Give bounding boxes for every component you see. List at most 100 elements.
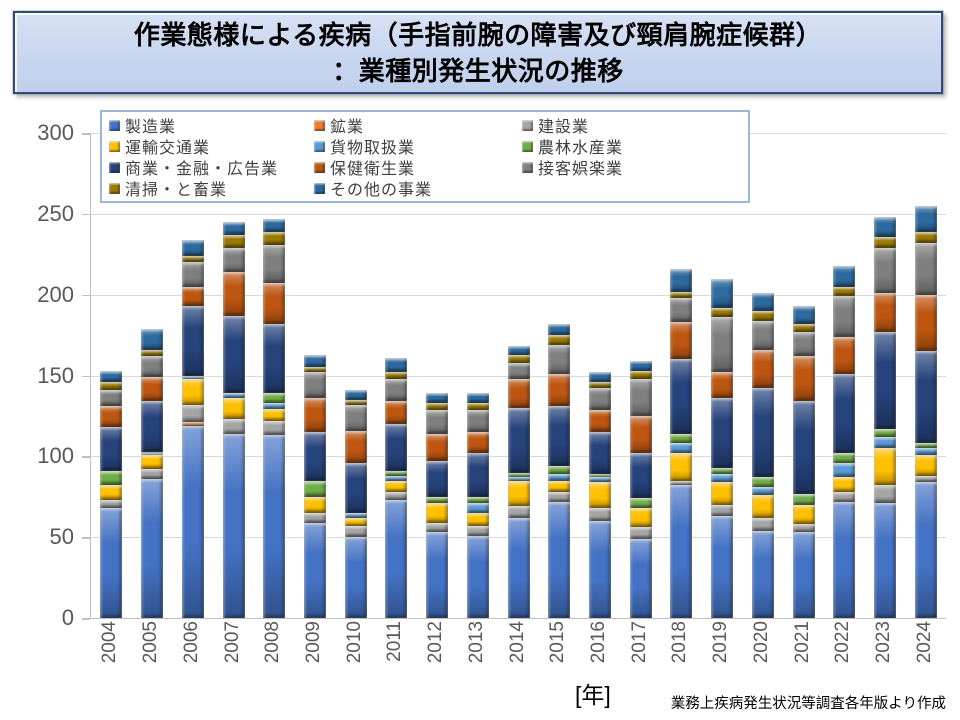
bar-2009-segment-清掃・と畜業 bbox=[303, 367, 326, 373]
bar-2023-segment-運輸交通業 bbox=[873, 448, 896, 486]
x-tick-label-2006: 2006 bbox=[180, 621, 202, 664]
bar-2024-segment-清掃・と畜業 bbox=[914, 231, 937, 243]
legend-item-鉱業: 鉱業 bbox=[314, 115, 522, 136]
legend-marker-icon bbox=[314, 119, 325, 131]
legend: 製造業 鉱業 建設業 運輸交通業 貨物取扱業 農林水産業 商業・金融・広告業 保健衛生業 接客娯… bbox=[100, 110, 750, 203]
legend-label: その他の事業 bbox=[330, 182, 433, 199]
plot-area bbox=[90, 133, 946, 619]
bar-2017-segment-清掃・と畜業 bbox=[629, 370, 652, 379]
bar-2010-segment-運輸交通業 bbox=[344, 517, 367, 526]
bar-2008-segment-運輸交通業 bbox=[263, 409, 286, 421]
legend-marker-icon bbox=[522, 161, 533, 173]
x-tick-label-2014: 2014 bbox=[506, 621, 528, 664]
bar-2010-segment-建設業 bbox=[344, 525, 367, 538]
legend-label: 貨物取扱業 bbox=[330, 140, 416, 157]
bar-2023 bbox=[873, 217, 896, 618]
legend-item-貨物取扱業: 貨物取扱業 bbox=[314, 136, 522, 157]
bar-2008-segment-商業・金融・広告業 bbox=[263, 323, 286, 394]
bar-2018-segment-接客娯楽業 bbox=[670, 297, 693, 323]
x-tick-label-2022: 2022 bbox=[832, 621, 854, 664]
x-tick-label-2018: 2018 bbox=[669, 621, 691, 664]
legend-marker-icon bbox=[109, 119, 120, 131]
bar-2014-segment-農林水産業 bbox=[507, 472, 530, 478]
bar-2024-segment-その他の事業 bbox=[914, 205, 937, 232]
bar-2011-segment-運輸交通業 bbox=[385, 480, 408, 492]
bar-2012-segment-運輸交通業 bbox=[426, 503, 449, 523]
bar-2016 bbox=[588, 372, 611, 618]
bar-2016-segment-商業・金融・広告業 bbox=[588, 432, 611, 475]
legend-label: 農林水産業 bbox=[538, 140, 624, 157]
bar-2016-segment-製造業 bbox=[588, 521, 611, 618]
bar-2005-segment-清掃・と畜業 bbox=[141, 349, 164, 357]
bar-2006-segment-建設業 bbox=[181, 404, 204, 423]
bar-2016-segment-運輸交通業 bbox=[588, 482, 611, 509]
bar-2013 bbox=[466, 393, 489, 618]
legend-label: 商業・金融・広告業 bbox=[125, 161, 279, 178]
bar-2009-segment-農林水産業 bbox=[303, 480, 326, 497]
bar-2006-segment-鉱業 bbox=[181, 422, 204, 426]
bar-2019-segment-その他の事業 bbox=[711, 278, 734, 308]
bar-2019-segment-清掃・と畜業 bbox=[711, 307, 734, 318]
bar-2011-segment-製造業 bbox=[385, 499, 408, 618]
y-tick-mark-0 bbox=[82, 618, 90, 620]
bar-2022-segment-貨物取扱業 bbox=[833, 462, 856, 478]
bar-2009-segment-商業・金融・広告業 bbox=[303, 432, 326, 481]
legend-label: 保健衛生業 bbox=[330, 161, 416, 178]
bar-2013-segment-商業・金融・広告業 bbox=[466, 453, 489, 497]
bar-2009-segment-保健衛生業 bbox=[303, 398, 326, 433]
bar-2008-segment-保健衛生業 bbox=[263, 283, 286, 324]
bar-2022-segment-接客娯楽業 bbox=[833, 296, 856, 337]
y-tick-mark-250 bbox=[82, 213, 90, 216]
bar-2018-segment-保健衛生業 bbox=[670, 322, 693, 360]
x-tick-label-2021: 2021 bbox=[791, 621, 813, 664]
bar-2016-segment-清掃・と畜業 bbox=[588, 382, 611, 389]
x-tick-label-2004: 2004 bbox=[99, 621, 121, 664]
bar-2016-segment-建設業 bbox=[588, 508, 611, 521]
bar-2012-segment-保健衛生業 bbox=[426, 433, 449, 462]
bar-2007-segment-製造業 bbox=[222, 433, 245, 618]
gridline-200 bbox=[91, 294, 946, 296]
legend-marker-icon bbox=[522, 119, 533, 131]
bar-2024-segment-貨物取扱業 bbox=[914, 448, 937, 455]
bar-2013-segment-農林水産業 bbox=[466, 496, 489, 504]
bar-2013-segment-貨物取扱業 bbox=[466, 503, 489, 513]
bar-2014-segment-清掃・と畜業 bbox=[507, 354, 530, 363]
bar-2013-segment-清掃・と畜業 bbox=[466, 403, 489, 410]
x-tick-label-2024: 2024 bbox=[913, 621, 935, 664]
bar-2013-segment-製造業 bbox=[466, 535, 489, 618]
bar-2011-segment-その他の事業 bbox=[385, 357, 408, 373]
bar-2006-segment-運輸交通業 bbox=[181, 378, 204, 405]
bar-2020-segment-清掃・と畜業 bbox=[751, 310, 774, 321]
bar-2019-segment-運輸交通業 bbox=[711, 482, 734, 505]
x-tick-label-2017: 2017 bbox=[628, 621, 650, 664]
bar-2013-segment-保健衛生業 bbox=[466, 432, 489, 454]
bar-2018-segment-清掃・と畜業 bbox=[670, 291, 693, 298]
bar-2004-segment-製造業 bbox=[100, 508, 123, 618]
legend-label: 運輸交通業 bbox=[125, 140, 211, 157]
bar-2024-segment-商業・金融・広告業 bbox=[914, 351, 937, 444]
bar-2023-segment-保健衛生業 bbox=[873, 293, 896, 332]
y-tick-label-50: 50 bbox=[49, 524, 74, 550]
bar-2011-segment-商業・金融・広告業 bbox=[385, 424, 408, 471]
bar-2021-segment-その他の事業 bbox=[792, 306, 815, 324]
bar-2011-segment-接客娯楽業 bbox=[385, 378, 408, 402]
bar-2015-segment-建設業 bbox=[548, 491, 571, 502]
bar-2012-segment-農林水産業 bbox=[426, 496, 449, 504]
bar-2024-segment-製造業 bbox=[914, 482, 937, 618]
bar-2010-segment-商業・金融・広告業 bbox=[344, 462, 367, 513]
bar-2024-segment-運輸交通業 bbox=[914, 454, 937, 476]
bar-2011-segment-建設業 bbox=[385, 491, 408, 500]
bar-2014-segment-接客娯楽業 bbox=[507, 362, 530, 379]
bar-2005 bbox=[141, 328, 164, 618]
bar-2012-segment-建設業 bbox=[426, 522, 449, 533]
x-tick-label-2010: 2010 bbox=[343, 621, 365, 664]
bar-2018-segment-その他の事業 bbox=[670, 268, 693, 292]
bar-2007-segment-その他の事業 bbox=[222, 221, 245, 235]
bar-2017-segment-商業・金融・広告業 bbox=[629, 453, 652, 499]
legend-marker-icon bbox=[314, 182, 325, 194]
legend-item-商業・金融・広告業: 商業・金融・広告業 bbox=[109, 157, 314, 178]
bar-2021-segment-製造業 bbox=[792, 532, 815, 618]
bar-2022-segment-清掃・と畜業 bbox=[833, 286, 856, 297]
y-tick-mark-100 bbox=[82, 456, 90, 458]
